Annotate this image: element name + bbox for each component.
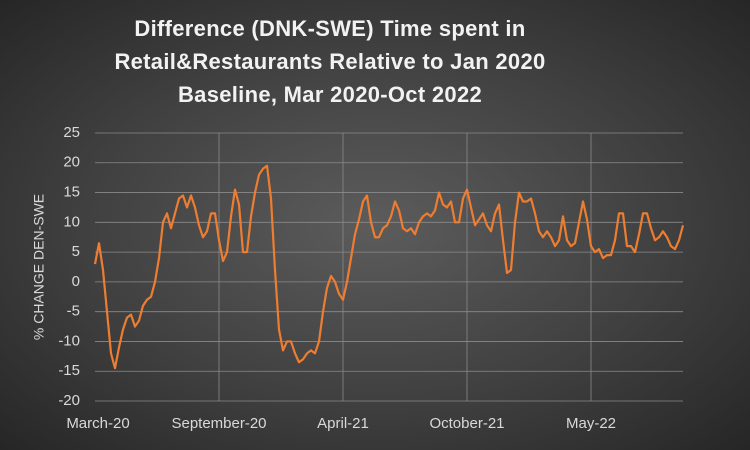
x-tick-label: April-21 xyxy=(317,415,369,432)
y-tick-label: 5 xyxy=(72,243,80,260)
y-tick-label: -20 xyxy=(58,392,80,409)
y-tick-label: 20 xyxy=(63,154,80,171)
chart-title: Difference (DNK-SWE) Time spent in Retai… xyxy=(114,16,546,107)
y-tick-label: 10 xyxy=(63,213,80,230)
x-tick-label: September-20 xyxy=(171,415,266,432)
y-tick-label: -5 xyxy=(67,303,80,320)
y-tick-label: -10 xyxy=(58,332,80,349)
y-tick-label: 25 xyxy=(63,124,80,141)
y-tick-label: -15 xyxy=(58,362,80,379)
x-tick-label: October-21 xyxy=(429,415,504,432)
data-line xyxy=(93,164,685,370)
y-tick-label: 0 xyxy=(72,273,80,290)
y-axis-label: % CHANGE DEN-SWE xyxy=(31,194,47,340)
x-tick-label: March-20 xyxy=(66,415,129,432)
y-tick-label: 15 xyxy=(63,184,80,201)
x-tick-label: May-22 xyxy=(566,415,616,432)
